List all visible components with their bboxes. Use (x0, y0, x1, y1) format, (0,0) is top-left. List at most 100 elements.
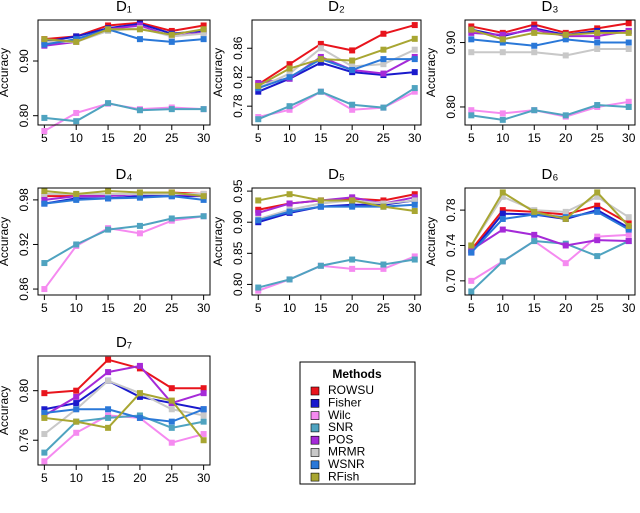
point (349, 101, 356, 108)
point (200, 193, 207, 200)
x-tick-label: 30 (197, 131, 211, 145)
point (255, 88, 262, 95)
y-tick-label: 0.90 (444, 31, 458, 55)
x-tick-label: 5 (41, 471, 48, 485)
point (349, 203, 356, 210)
point (594, 45, 601, 52)
point (499, 193, 506, 200)
point (349, 47, 356, 54)
x-tick-label: 5 (255, 301, 262, 315)
panel: D₂ Accuracy 0.78 0.82 0.86 5 10 15 20 25 30 (211, 0, 422, 145)
point (255, 217, 262, 224)
x-tick-label: 25 (165, 471, 179, 485)
point (468, 288, 475, 295)
x-tick-label: 30 (408, 131, 422, 145)
point (499, 116, 506, 123)
legend-title: Methods (332, 367, 382, 381)
point (468, 112, 475, 119)
point (105, 100, 112, 107)
series-line (257, 203, 415, 222)
point (468, 107, 475, 114)
point (562, 52, 569, 59)
y-axis-label: Accuracy (0, 217, 11, 266)
point (41, 41, 48, 48)
x-tick-label: 10 (70, 301, 84, 315)
x-tick-label: 20 (559, 301, 573, 315)
x-tick-label: 30 (408, 301, 422, 315)
series-line (258, 258, 415, 289)
point (468, 23, 475, 30)
point (136, 393, 143, 400)
point (562, 36, 569, 43)
point (499, 226, 506, 233)
point (411, 56, 418, 63)
point (317, 197, 324, 204)
point (136, 390, 143, 397)
point (168, 385, 175, 392)
point (168, 106, 175, 113)
point (468, 36, 475, 43)
point (411, 85, 418, 92)
point (380, 265, 387, 272)
panel: D₄ Accuracy 0.86 0.92 0.98 5 10 15 20 25 30 (0, 166, 211, 315)
point (200, 30, 207, 37)
point (594, 233, 601, 240)
y-tick-label: 0.74 (444, 233, 458, 257)
point (136, 222, 143, 229)
x-tick-label: 30 (622, 301, 636, 315)
series-line (257, 61, 415, 93)
plot-frame (464, 19, 636, 126)
series-line (44, 379, 204, 411)
point (380, 203, 387, 210)
point (531, 21, 538, 28)
series-line (471, 38, 629, 47)
point (531, 238, 538, 245)
point (562, 31, 569, 38)
series-line (470, 204, 630, 251)
point (105, 377, 112, 384)
point (411, 256, 418, 263)
point (136, 362, 143, 369)
point (531, 49, 538, 56)
legend-swatch (310, 398, 320, 408)
point (286, 103, 293, 110)
series-line (44, 392, 205, 441)
y-tick-label: 0.76 (17, 428, 31, 452)
point (168, 439, 175, 446)
point (136, 107, 143, 114)
point (380, 261, 387, 268)
panel-title: D₃ (542, 0, 559, 15)
point (41, 406, 48, 413)
point (286, 74, 293, 81)
point (73, 429, 80, 436)
point (105, 195, 112, 202)
point (625, 231, 632, 238)
point (200, 196, 207, 203)
point (136, 36, 143, 43)
panel-title: D₂ (328, 0, 345, 15)
x-tick-label: 15 (528, 301, 542, 315)
point (562, 208, 569, 215)
panel-title: D₅ (328, 166, 345, 183)
point (499, 215, 506, 222)
legend-label: SNR (328, 420, 354, 434)
point (380, 56, 387, 63)
point (349, 194, 356, 201)
series-line (257, 255, 416, 292)
x-tick-label: 10 (283, 301, 297, 315)
point (286, 70, 293, 77)
series-line (470, 233, 629, 282)
x-tick-label: 10 (70, 131, 84, 145)
x-tick-label: 20 (133, 301, 147, 315)
point (200, 22, 207, 29)
legend-swatch (310, 411, 320, 420)
point (317, 56, 324, 63)
point (380, 104, 387, 111)
point (136, 26, 143, 33)
x-tick-label: 25 (165, 301, 179, 315)
point (499, 31, 506, 38)
x-tick-label: 5 (41, 301, 48, 315)
y-axis-label: Accuracy (0, 48, 11, 97)
series-line (43, 102, 204, 132)
series-line (44, 189, 204, 198)
